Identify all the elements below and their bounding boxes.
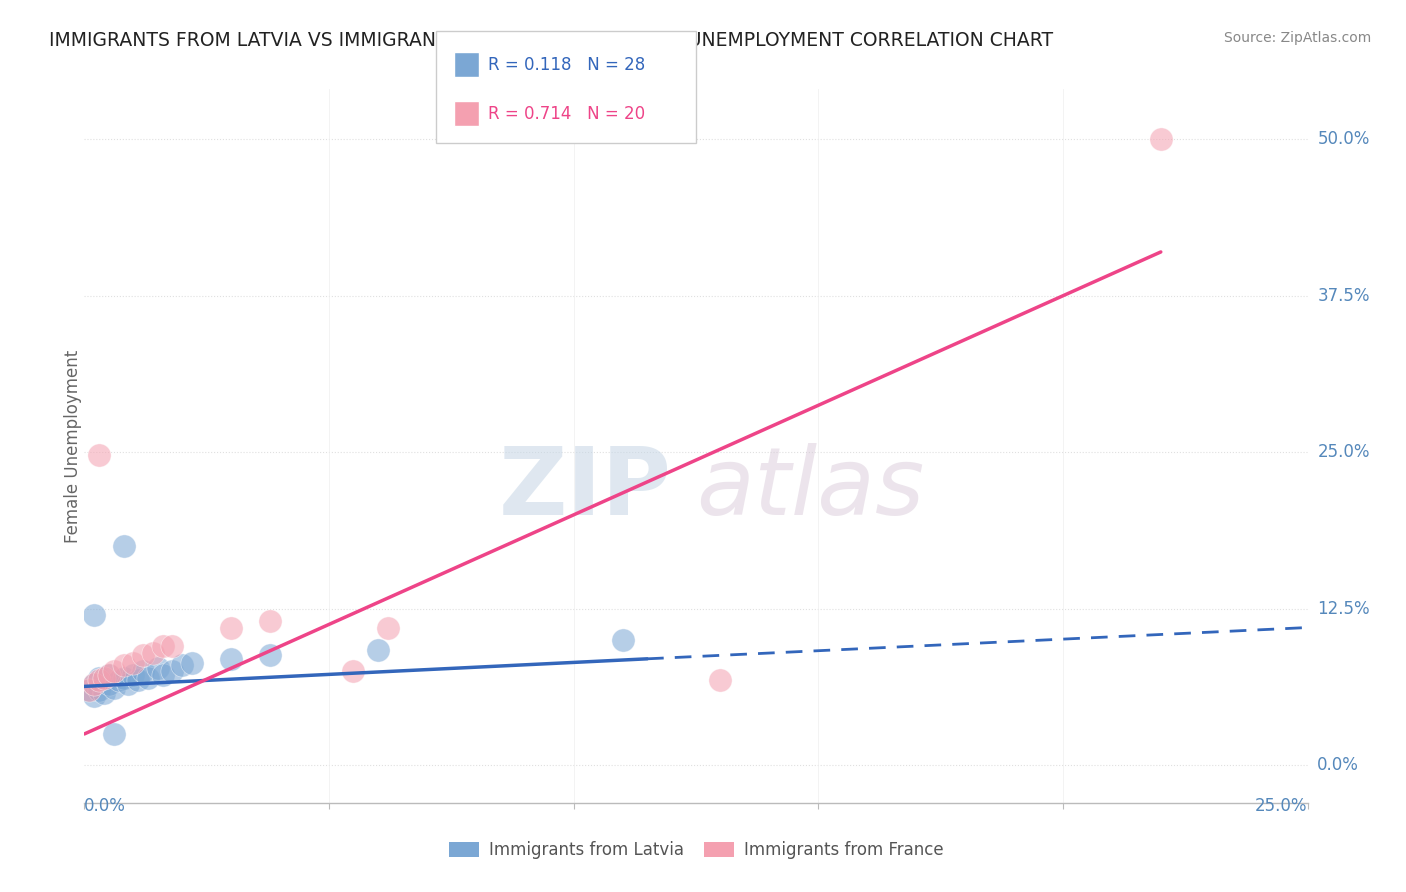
Point [83,690,105,704]
Point [152,640,174,654]
Point [112,658,135,673]
Text: atlas: atlas [696,443,924,534]
Point [152,668,174,682]
Point [83,677,105,691]
Point [259,648,281,662]
Point [117,677,139,691]
Point [142,646,165,660]
Point [83,677,105,691]
Point [181,656,204,670]
Point [132,648,155,662]
Point [162,665,184,679]
Point [87,671,110,685]
Point [103,727,125,741]
Point [122,656,145,670]
Legend: Immigrants from Latvia, Immigrants from France: Immigrants from Latvia, Immigrants from … [441,835,950,866]
Text: ZIP: ZIP [499,442,672,535]
Point [367,643,389,657]
Point [172,658,194,673]
Point [112,671,135,685]
Point [97,677,120,691]
Y-axis label: Female Unemployment: Female Unemployment [65,350,82,542]
Point [83,607,105,622]
Text: 0.0%: 0.0% [1317,756,1360,774]
Point [342,665,364,679]
Point [122,668,145,682]
Point [103,681,125,695]
Point [77,683,100,698]
Point [377,621,399,635]
Point [87,673,110,687]
Point [219,621,242,635]
Text: 37.5%: 37.5% [1317,286,1369,305]
Point [1150,132,1173,146]
Text: IMMIGRANTS FROM LATVIA VS IMMIGRANTS FROM FRANCE FEMALE UNEMPLOYMENT CORRELATION: IMMIGRANTS FROM LATVIA VS IMMIGRANTS FRO… [49,31,1053,50]
Text: Source: ZipAtlas.com: Source: ZipAtlas.com [1223,31,1371,45]
Text: 12.5%: 12.5% [1317,599,1369,618]
Point [87,448,110,462]
Point [93,671,115,685]
Point [162,640,184,654]
Point [259,614,281,628]
Point [127,673,149,687]
Point [87,683,110,698]
Point [103,665,125,679]
Point [146,660,169,674]
Text: 50.0%: 50.0% [1317,130,1369,148]
Point [97,668,120,682]
Point [112,539,135,553]
Text: R = 0.118   N = 28: R = 0.118 N = 28 [488,55,645,74]
Point [136,671,159,685]
Text: 25.0%: 25.0% [1317,443,1369,461]
Text: R = 0.714   N = 20: R = 0.714 N = 20 [488,105,645,123]
Point [219,652,242,666]
Point [612,633,634,648]
Point [107,673,129,687]
Point [132,665,155,679]
Point [93,685,115,699]
Text: 0.0%: 0.0% [84,797,127,814]
Point [709,673,731,687]
Text: 25.0%: 25.0% [1256,797,1308,814]
Point [97,668,120,682]
Point [77,683,100,698]
